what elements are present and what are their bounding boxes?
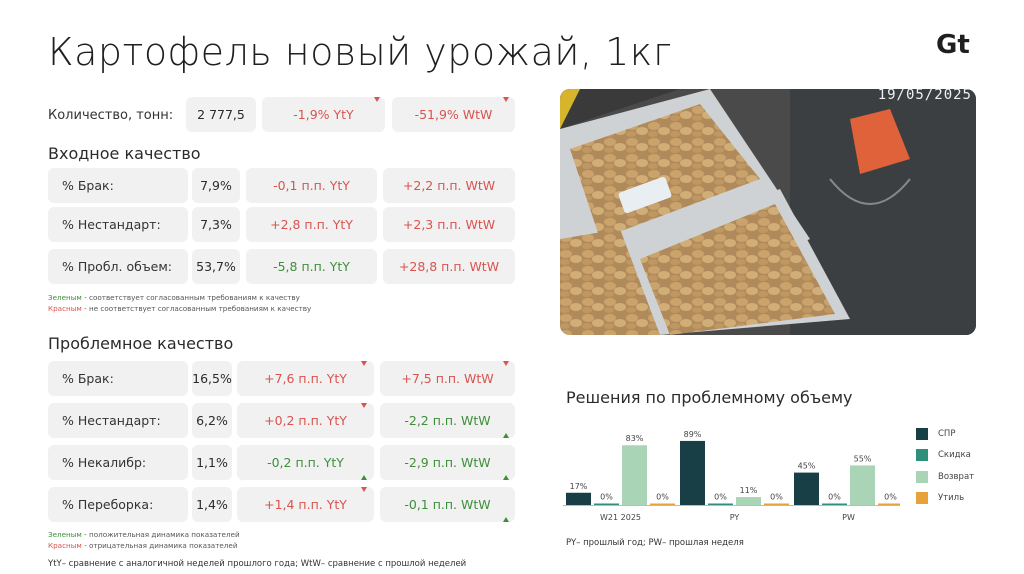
down-arrow-icon (374, 97, 380, 102)
legend-swatch-discount (916, 449, 928, 461)
problem-row-wtw: -2,2 п.п. WtW (380, 403, 515, 438)
problem-quality-title: Проблемное качество (48, 334, 234, 353)
problem-row-label: % Некалибр: (48, 445, 188, 480)
problem-row-yty: +1,4 п.п. YtY (237, 487, 374, 522)
down-arrow-icon (503, 97, 509, 102)
bar-label-0-1: 0% (600, 493, 613, 502)
bar-label-1-3: 0% (770, 493, 783, 502)
input-quality-title: Входное качество (48, 144, 201, 163)
bar-label-2-0: 45% (798, 462, 816, 471)
chart-title: Решения по проблемному объему (566, 388, 853, 407)
bar-label-1-0: 89% (684, 430, 702, 439)
up-arrow-icon (361, 475, 367, 480)
problem-row-value: 16,5% (192, 361, 232, 396)
bar-label-2-1: 0% (828, 493, 841, 502)
bar-label-1-2: 11% (740, 486, 758, 495)
up-arrow-icon (503, 475, 509, 480)
legend-swatch-spr (916, 428, 928, 440)
down-arrow-icon (361, 487, 367, 492)
legend-label-discount: Скидка (938, 450, 971, 460)
input-row-yty: -5,8 п.п. YtY (246, 249, 377, 284)
product-photo: 19/05/2025 (560, 89, 976, 335)
input-row-label: % Брак: (48, 168, 188, 203)
down-arrow-icon (361, 361, 367, 366)
bar-0-2 (622, 445, 647, 505)
up-arrow-icon (503, 433, 509, 438)
problem-row-value: 1,1% (192, 445, 232, 480)
legend-label-util: Утиль (938, 493, 965, 503)
input-row-yty: +2,8 п.п. YtY (246, 207, 377, 242)
category-label-0: W21 2025 (600, 513, 641, 522)
input-legend-green: Зеленым - соответствует согласованным тр… (48, 293, 300, 302)
input-row-wtw: +28,8 п.п. WtW (383, 249, 515, 284)
bar-1-3 (764, 503, 789, 505)
category-label-2: PW (842, 513, 855, 522)
up-arrow-icon (503, 517, 509, 522)
quantity-label: Количество, тонн: (48, 108, 174, 123)
bar-label-2-2: 55% (854, 454, 872, 463)
problem-row-yty: -0,2 п.п. YtY (237, 445, 374, 480)
quantity-wtw: -51,9% WtW (392, 97, 515, 132)
input-row-yty: -0,1 п.п. YtY (246, 168, 377, 203)
decisions-bar-chart: 17% 0% 83% 0% W21 2025 89% 0% 11% 0% PY 45% 0% 55% 0%… (563, 430, 900, 522)
quantity-value: 2 777,5 (186, 97, 256, 132)
input-row-value: 7,9% (192, 168, 240, 203)
problem-row-label: % Нестандарт: (48, 403, 188, 438)
problem-row-wtw: +7,5 п.п. WtW (380, 361, 515, 396)
chart-footnote: PY– прошлый год; PW– прошлая неделя (566, 538, 744, 548)
bar-label-0-0: 17% (570, 482, 588, 491)
problem-row-yty: +0,2 п.п. YtY (237, 403, 374, 438)
bar-2-1 (822, 503, 847, 505)
input-row-wtw: +2,3 п.п. WtW (383, 207, 515, 242)
down-arrow-icon (361, 403, 367, 408)
problem-legend-green: Зеленым - положительная динамика показат… (48, 530, 240, 539)
legend-label-spr: СПР (938, 429, 956, 439)
legend-label-return: Возврат (938, 472, 975, 482)
bar-2-0 (794, 472, 819, 505)
input-legend-red: Красным - не соответствует согласованным… (48, 304, 312, 313)
bar-label-1-1: 0% (714, 493, 727, 502)
category-label-1: PY (730, 513, 740, 522)
problem-row-value: 6,2% (192, 403, 232, 438)
problem-legend-red: Красным - отрицательная динамика показат… (48, 541, 238, 550)
problem-row-wtw: -2,9 п.п. WtW (380, 445, 515, 480)
quantity-yty: -1,9% YtY (262, 97, 385, 132)
photo-timestamp: 19/05/2025 (877, 89, 972, 103)
bar-0-1 (594, 503, 619, 505)
bar-1-1 (708, 503, 733, 505)
bar-2-3 (878, 503, 900, 505)
bar-0-0 (566, 492, 591, 505)
problem-row-label: % Переборка: (48, 487, 188, 522)
input-row-wtw: +2,2 п.п. WtW (383, 168, 515, 203)
page-title: Картофель новый урожай, 1кг (48, 30, 673, 74)
problem-row-wtw: -0,1 п.п. WtW (380, 487, 515, 522)
problem-row-value: 1,4% (192, 487, 232, 522)
problem-row-label: % Брак: (48, 361, 188, 396)
problem-row-yty: +7,6 п.п. YtY (237, 361, 374, 396)
input-row-label: % Нестандарт: (48, 207, 188, 242)
bar-1-0 (680, 440, 705, 505)
bar-label-0-2: 83% (626, 434, 644, 443)
down-arrow-icon (503, 361, 509, 366)
input-row-value: 53,7% (192, 249, 240, 284)
bar-2-2 (850, 465, 875, 505)
bar-0-3 (650, 503, 675, 505)
bar-label-0-3: 0% (656, 493, 669, 502)
legend-swatch-util (916, 492, 928, 504)
bar-1-2 (736, 497, 761, 505)
comparison-footnote: YtY– сравнение с аналогичной неделей про… (48, 559, 467, 569)
legend-swatch-return (916, 471, 928, 483)
bar-label-2-3: 0% (884, 493, 897, 502)
company-logo: Gt (936, 30, 970, 60)
input-row-value: 7,3% (192, 207, 240, 242)
input-row-label: % Пробл. объем: (48, 249, 188, 284)
